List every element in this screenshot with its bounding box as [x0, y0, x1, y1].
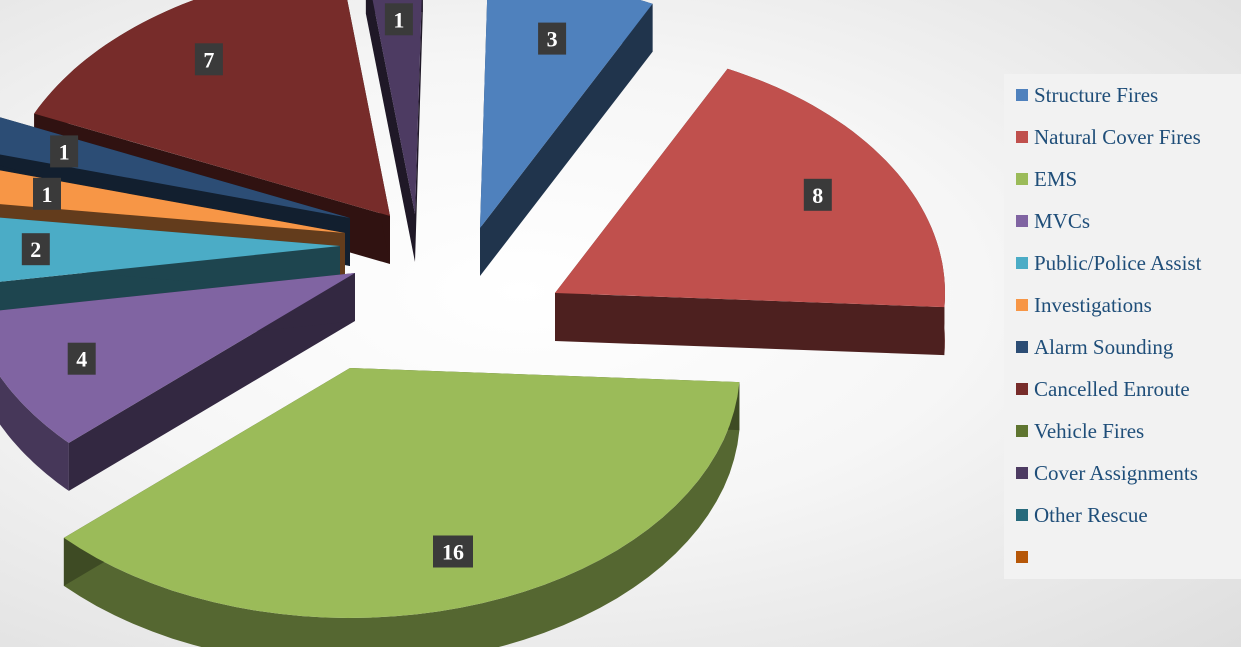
- data-label-box: [67, 342, 96, 375]
- data-label-text: 1: [59, 139, 70, 164]
- data-label-mvcs: 4: [67, 342, 96, 375]
- pie-slice-side: [63, 382, 740, 647]
- legend-label: Other Rescue: [1034, 502, 1148, 527]
- legend-swatch: [1016, 341, 1028, 353]
- pie-slice-natural-cover-fires: [555, 68, 945, 356]
- data-label-cover-assignments: 1: [384, 3, 413, 36]
- data-label-text: 8: [812, 183, 823, 208]
- legend-item-cancelled-enroute: Cancelled Enroute: [1016, 377, 1190, 401]
- legend-item-ems: EMS: [1016, 167, 1077, 191]
- pie-slice-wall: [480, 3, 653, 276]
- chart-legend: Structure Fires Natural Cover Fires EMS MVC…: [1004, 74, 1241, 579]
- pie-slice-ems: [63, 368, 740, 647]
- legend-swatch: [1016, 299, 1028, 311]
- legend-label: MVCs: [1034, 208, 1091, 233]
- legend-swatch: [1016, 131, 1028, 143]
- data-label-text: 2: [30, 237, 41, 262]
- pie-slice-wall: [365, 0, 415, 262]
- data-label-box: [538, 22, 567, 55]
- pie-slice-wall: [555, 293, 945, 356]
- data-label-box: [33, 177, 61, 210]
- legend-label: Natural Cover Fires: [1034, 124, 1201, 149]
- legend-label: Investigations: [1034, 292, 1152, 317]
- legend-label: EMS: [1034, 166, 1078, 191]
- legend-swatch: [1016, 215, 1028, 227]
- data-label-text: 3: [547, 27, 558, 52]
- legend-item-cover-assignments: Cover Assignments: [1016, 461, 1198, 485]
- legend-item-other-rescue: Other Rescue: [1016, 503, 1148, 527]
- pie-slice-top: [0, 117, 350, 218]
- legend-swatch: [1016, 89, 1028, 101]
- legend-item-public-police-assist: Public/Police Assist: [1016, 251, 1201, 275]
- data-label-box: [194, 43, 223, 76]
- pie-slice-wall: [415, 0, 423, 262]
- data-label-text: 1: [393, 7, 404, 32]
- legend-swatch: [1016, 551, 1028, 563]
- legend-label: Vehicle Fires: [1034, 418, 1145, 443]
- legend-label: Cancelled Enroute: [1034, 376, 1190, 401]
- pie-slice-side: [0, 376, 69, 491]
- legend-item-vehicle-fires: Vehicle Fires: [1016, 419, 1144, 443]
- data-label-cancelled-enroute: 7: [194, 43, 223, 76]
- data-label-box: [384, 3, 413, 36]
- legend-item-mvcs: MVCs: [1016, 209, 1090, 233]
- legend-label: Public/Police Assist: [1034, 250, 1202, 275]
- pie-slice-top: [372, 0, 422, 214]
- data-label-investigations: 1: [33, 177, 61, 210]
- legend-item-natural-cover-fires: Natural Cover Fires: [1016, 125, 1201, 149]
- data-label-text: 4: [76, 347, 87, 372]
- legend-swatch: [1016, 425, 1028, 437]
- pie-slice-top: [480, 0, 653, 228]
- data-label-box: [803, 178, 832, 211]
- pie-slice-cover-assignments: [365, 0, 423, 262]
- legend-swatch: [1016, 257, 1028, 269]
- data-label-box: [433, 535, 473, 568]
- legend-label: Structure Fires: [1034, 82, 1159, 107]
- data-label-text: 16: [442, 540, 464, 565]
- data-label-box: [50, 135, 79, 168]
- pie-slices: [0, 0, 945, 647]
- data-label-public-police-assist: 2: [21, 233, 50, 266]
- legend-swatch: [1016, 509, 1028, 521]
- pie-slice-top: [34, 0, 390, 216]
- pie-slice-structure-fires: [480, 0, 653, 276]
- data-label-box: [21, 233, 50, 266]
- data-label-alarm-sounding: 1: [50, 135, 79, 168]
- data-label-ems: 16: [433, 535, 473, 568]
- legend-item-alarm-sounding: Alarm Sounding: [1016, 335, 1173, 359]
- data-label-natural-cover-fires: 8: [803, 178, 832, 211]
- legend-label: Cover Assignments: [1034, 460, 1198, 485]
- pie-slice-mvcs: [0, 273, 356, 491]
- legend-swatch: [1016, 467, 1028, 479]
- pie-slice-top: [63, 368, 740, 618]
- pie-slice-top: [0, 217, 340, 282]
- legend-swatch: [1016, 383, 1028, 395]
- data-label-structure-fires: 3: [538, 22, 567, 55]
- legend-item-unnamed: [1016, 545, 1034, 569]
- legend-swatch: [1016, 173, 1028, 185]
- data-label-text: 7: [203, 47, 214, 72]
- data-label-text: 1: [42, 182, 53, 207]
- pie-slice-top: [555, 68, 945, 308]
- legend-item-structure-fires: Structure Fires: [1016, 83, 1158, 107]
- pie-slice-top: [0, 170, 345, 233]
- legend-label: Alarm Sounding: [1034, 334, 1174, 359]
- legend-item-investigations: Investigations: [1016, 293, 1152, 317]
- pie-slice-top: [0, 273, 355, 443]
